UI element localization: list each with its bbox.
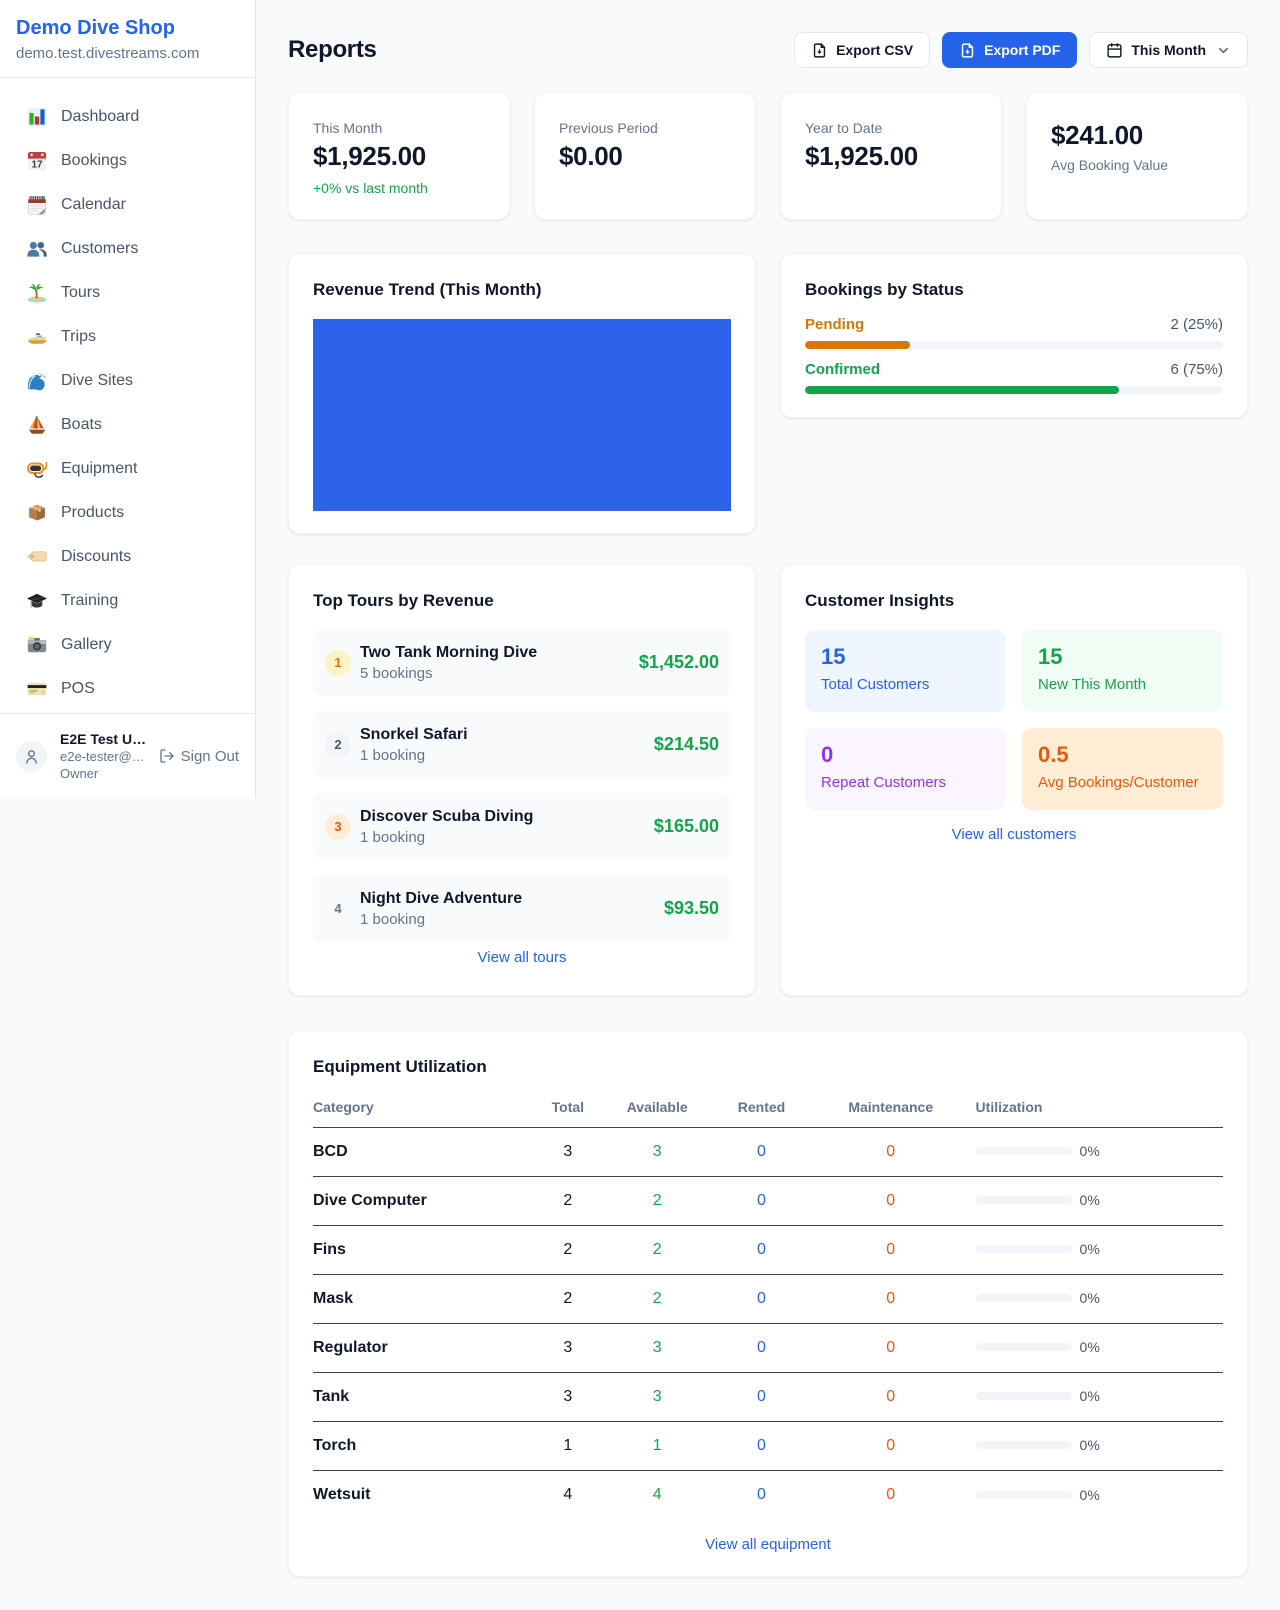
- svg-text:17: 17: [31, 159, 43, 170]
